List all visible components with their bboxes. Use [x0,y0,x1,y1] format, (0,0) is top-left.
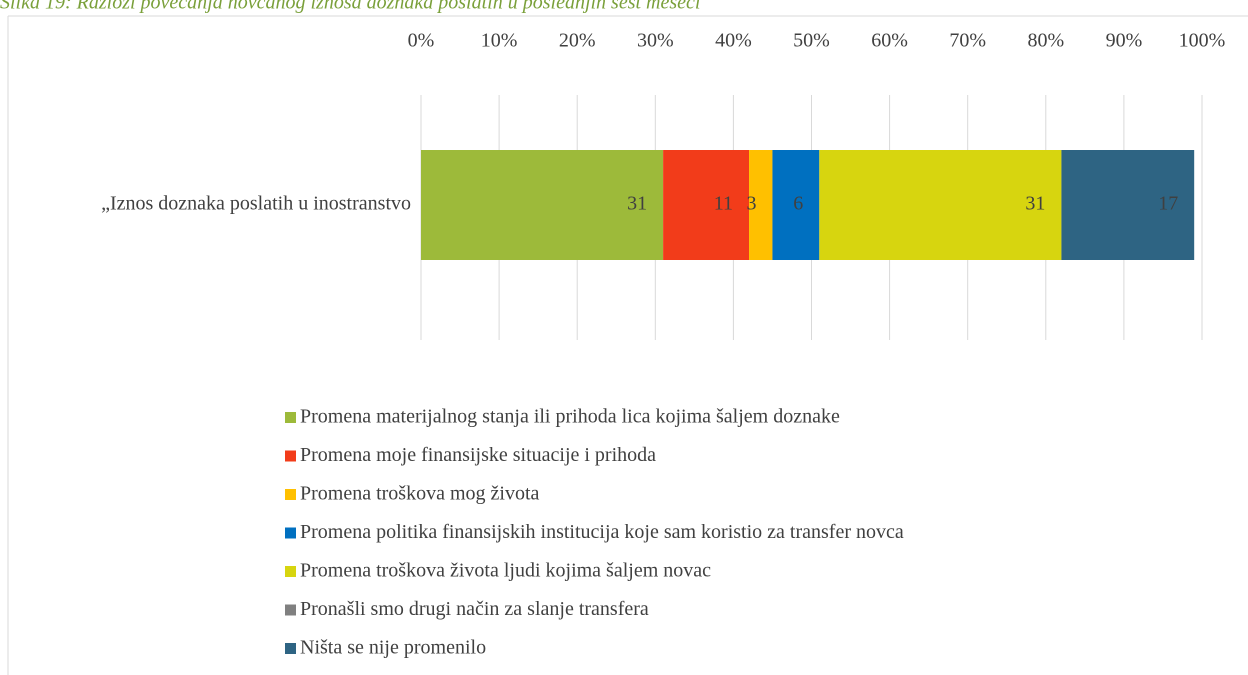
x-tick-label: 60% [871,30,908,52]
legend-swatch [285,643,296,654]
x-tick-label: 10% [481,30,518,52]
bar-segment [749,150,773,260]
x-tick-label: 80% [1027,30,1064,52]
bar-segment [421,150,664,260]
legend-label: Promena politika finansijskih institucij… [300,521,904,543]
data-label: 31 [627,193,647,215]
data-label: 17 [1158,193,1178,215]
legend-label: Promena troškova života ljudi kojima šal… [300,560,711,582]
legend-label: Ništa se nije promenilo [300,637,486,659]
legend-label: Promena moje finansijske situacije i pri… [300,444,656,466]
legend-swatch [285,489,296,500]
x-tick-label: 100% [1179,30,1226,52]
x-tick-label: 40% [715,30,752,52]
x-tick-label: 50% [793,30,830,52]
legend-swatch [285,412,296,423]
x-tick-label: 90% [1106,30,1143,52]
x-tick-label: 0% [408,30,435,52]
bar-segment [772,150,820,260]
legend-label: Promena troškova mog života [300,483,540,505]
legend-swatch [285,450,296,462]
legend-swatch [285,566,296,577]
legend-swatch [285,527,296,539]
data-label: 11 [714,193,733,215]
bar-segment [1061,150,1195,260]
legend-label: Promena materijalnog stanja ili prihoda … [300,406,840,428]
y-tick-label: „Iznos doznaka poslatih u inostranstvo [101,193,411,215]
data-label: 6 [793,193,803,215]
x-tick-label: 30% [637,30,674,52]
x-tick-label: 20% [559,30,596,52]
x-tick-label: 70% [949,30,986,52]
data-label: 3 [746,193,756,215]
legend-swatch [285,604,296,616]
legend-label: Pronašli smo drugi način za slanje trans… [300,598,649,620]
chart-title: Slika 19: Razlozi povećanja novčanog izn… [0,0,700,14]
bar-segment [663,150,750,260]
data-label: 31 [1025,193,1045,215]
bar-segment [819,150,1062,260]
